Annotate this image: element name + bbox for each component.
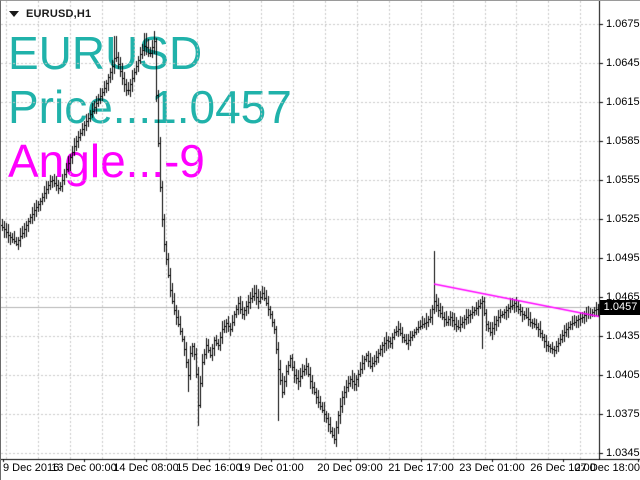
price-axis-label: 1.0585 <box>606 135 640 147</box>
price-axis-label: 1.0525 <box>606 213 640 225</box>
symbol-timeframe-label: EURUSD,H1 <box>26 8 92 20</box>
time-axis-label: 14 Dec 08:00 <box>113 462 179 474</box>
price-axis-label: 1.0435 <box>606 330 640 342</box>
price-axis-label: 1.0615 <box>606 96 640 108</box>
price-axis-label: 1.0555 <box>606 174 640 186</box>
time-axis-label: 15 Dec 16:00 <box>176 462 242 474</box>
price-axis-label: 1.0495 <box>606 252 640 264</box>
time-axis-label: 26 Dec 10:00 <box>530 462 596 474</box>
time-axis-label: 21 Dec 17:00 <box>388 462 454 474</box>
price-axis-label: 1.0345 <box>606 447 640 459</box>
time-axis-label: 19 Dec 01:00 <box>238 462 304 474</box>
price-axis-label: 1.0645 <box>606 57 640 69</box>
time-axis-label: 9 Dec 2016 <box>3 462 60 474</box>
current-price-badge: 1.0457 <box>600 300 640 315</box>
time-axis-label: 13 Dec 00:00 <box>51 462 117 474</box>
price-axis-label: 1.0405 <box>606 369 640 381</box>
price-axis-label: 1.0675 <box>606 18 640 30</box>
time-axis-label: 23 Dec 01:00 <box>459 462 525 474</box>
price-axis-label: 1.0375 <box>606 408 640 420</box>
symbol-dropdown-icon[interactable] <box>9 11 19 17</box>
price-axis-label: 1.0465 <box>606 291 640 303</box>
time-axis-label: 27 Dec 18:00 <box>574 462 640 474</box>
time-axis-label: 20 Dec 09:00 <box>317 462 383 474</box>
chart-symbol-header[interactable]: EURUSD,H1 <box>9 6 91 22</box>
